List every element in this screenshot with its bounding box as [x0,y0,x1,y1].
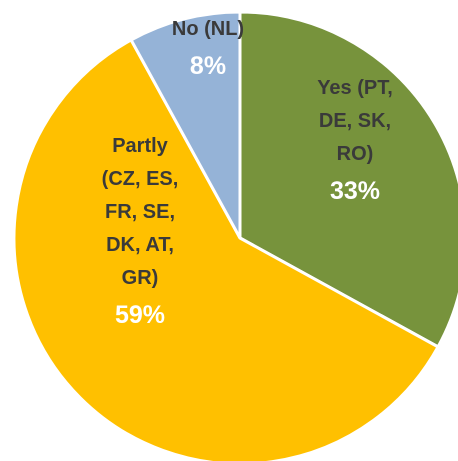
category-label: Yes (PT, DE, SK, RO) [317,77,393,165]
slice-label: Yes (PT, DE, SK, RO) 33% [305,72,405,211]
pie-slice [129,10,242,239]
category-label: Partly (CZ, ES, FR, SE, DK, AT, GR) [101,135,179,289]
pie-slice [238,10,458,349]
value-label: 59% [114,301,166,329]
category-label: No (NL) [171,18,245,40]
slice-label: No (NL) 8% [168,13,248,86]
slice-label: Partly (CZ, ES, FR, SE, DK, AT, GR) 59% [90,130,190,335]
value-label: 33% [329,177,381,205]
pie-slice [12,37,441,461]
value-label: 8% [189,52,227,80]
